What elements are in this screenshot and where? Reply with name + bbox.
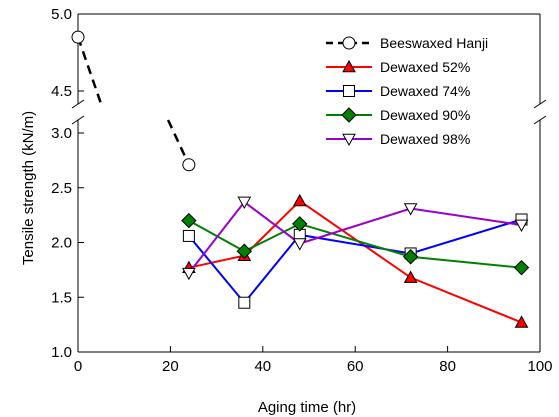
axis-break-mark <box>71 99 85 109</box>
data-point <box>236 243 253 259</box>
data-point <box>402 249 419 265</box>
legend-entry: Dewaxed 74% <box>326 83 470 99</box>
x-axis-title: Aging time (hr) <box>258 399 356 416</box>
series-3 <box>181 212 530 276</box>
data-point <box>292 238 307 251</box>
axes: 0 20 40 60 80 100 1.0 1.5 2.0 2.5 3.0 4.5 5.0 <box>51 6 552 375</box>
legend: Beeswaxed Hanji Dewaxed 52% Dewaxed 74% Dew… <box>326 35 488 147</box>
axis-break-mark <box>71 115 85 125</box>
y-tick-label: 2.5 <box>51 180 72 197</box>
legend-entry: Beeswaxed Hanji <box>326 35 488 51</box>
data-point <box>292 193 307 207</box>
legend-entry: Dewaxed 52% <box>326 59 470 75</box>
legend-label: Dewaxed 52% <box>380 59 470 75</box>
data-point <box>237 196 252 210</box>
data-point <box>403 270 418 283</box>
legend-marker <box>342 133 356 147</box>
series-line-segment <box>166 119 191 166</box>
y-tick-label: 1.5 <box>51 289 72 306</box>
data-point <box>238 296 251 309</box>
data-point <box>514 315 529 328</box>
x-tick-label: 80 <box>439 358 456 375</box>
legend-label: Beeswaxed Hanji <box>380 35 488 51</box>
series-line-segment <box>76 36 103 105</box>
x-tick-label: 0 <box>74 358 82 375</box>
series-line <box>188 218 522 305</box>
y-tick-label: 5.0 <box>51 6 72 23</box>
legend-entry: Dewaxed 98% <box>326 131 470 147</box>
data-point <box>403 203 418 216</box>
legend-marker <box>342 59 356 73</box>
data-point <box>514 219 529 233</box>
data-point <box>182 267 196 281</box>
x-tick-label: 20 <box>162 358 179 375</box>
data-point <box>182 158 196 172</box>
legend-label: Dewaxed 90% <box>380 107 470 123</box>
x-tick-label: 100 <box>527 358 552 375</box>
legend-label: Dewaxed 98% <box>380 131 470 147</box>
y-tick-label: 1.0 <box>51 344 72 361</box>
legend-entry: Dewaxed 90% <box>326 107 470 123</box>
legend-marker <box>342 36 356 50</box>
axis-break-mark <box>533 99 547 109</box>
x-tick-label: 40 <box>254 358 271 375</box>
legend-marker <box>343 85 355 97</box>
x-tick-label: 60 <box>347 358 364 375</box>
data-point <box>182 229 195 242</box>
data-point <box>292 216 308 232</box>
legend-marker <box>341 107 357 123</box>
series-layer <box>71 30 530 328</box>
data-point <box>71 30 85 44</box>
data-point <box>513 259 530 276</box>
data-point <box>181 212 197 229</box>
y-tick-label: 2.0 <box>51 235 72 252</box>
series-4 <box>182 196 529 281</box>
legend-label: Dewaxed 74% <box>380 83 470 99</box>
series-0 <box>71 30 196 172</box>
y-axis-title: Tensile strength (kN/m) <box>20 111 37 265</box>
series-2 <box>182 213 528 309</box>
y-tick-label: 3.0 <box>51 125 72 142</box>
axis-break-mark <box>533 115 547 125</box>
y-tick-label: 4.5 <box>51 83 72 100</box>
